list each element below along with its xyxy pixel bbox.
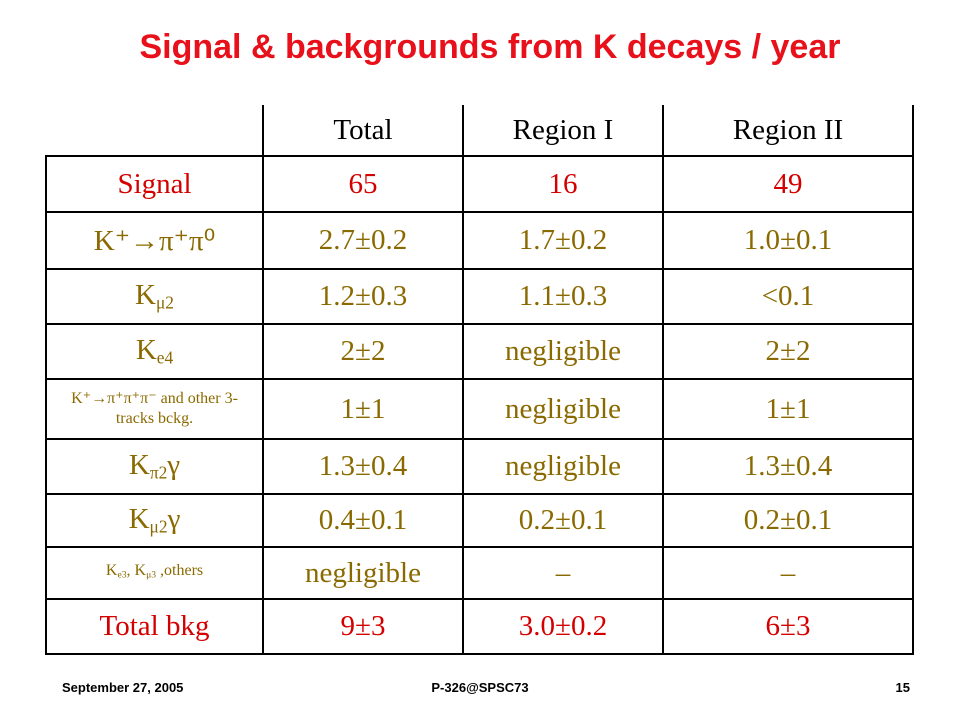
table-row: Ke3, Kμ3 ,others negligible – – [45, 546, 914, 600]
table-cell: 16 [462, 155, 664, 213]
slide-title: Signal & backgrounds from K decays / yea… [139, 28, 841, 66]
table-cell: – [662, 546, 914, 600]
table-row: K⁺→π⁺π⁺π⁻ and other 3-tracks bckg. 1±1 neg… [45, 378, 914, 440]
label-text: Signal [117, 167, 192, 200]
label-text: K⁺→π⁺π⁺π⁻ and other 3-tracks bckg. [71, 390, 238, 427]
data-table: Total Region I Region II Signal 65 16 49 K⁺→π⁺… [45, 105, 914, 655]
label-subscript: π2 [149, 462, 168, 483]
table-cell: 3.0±0.2 [462, 598, 664, 655]
footer-date: September 27, 2005 [62, 680, 184, 695]
table-cell: negligible [462, 323, 664, 380]
table-cell: 0.2±0.1 [462, 493, 664, 548]
table-row: Kπ2γ 1.3±0.4 negligible 1.3±0.4 [45, 438, 914, 495]
label-text: K [135, 279, 156, 312]
label-text: K⁺→π⁺π⁰ [93, 225, 216, 257]
table-row: K⁺→π⁺π⁰ 2.7±0.2 1.7±0.2 1.0±0.1 [45, 211, 914, 270]
blank-cell [46, 105, 264, 157]
table-row: Ke4 2±2 negligible 2±2 [45, 323, 914, 380]
table-cell: negligible [462, 378, 664, 440]
table-row: Kμ2γ 0.4±0.1 0.2±0.1 0.2±0.1 [45, 493, 914, 548]
table-cell: 2±2 [662, 323, 914, 380]
table-cell: negligible [262, 546, 464, 600]
row-label: Ke3, Kμ3 ,others [45, 546, 264, 600]
table-row: Signal 65 16 49 [45, 155, 914, 213]
row-label: K⁺→π⁺π⁺π⁻ and other 3-tracks bckg. [45, 378, 264, 440]
label-text: Total bkg [99, 610, 210, 642]
label-subscript: μ3 [146, 569, 157, 581]
table-cell: negligible [462, 438, 664, 495]
table-cell: 1.0±0.1 [662, 211, 914, 270]
table-cell: 1.7±0.2 [462, 211, 664, 270]
row-label: Signal [45, 155, 264, 213]
column-header: Region II [662, 105, 914, 157]
table-cell: 49 [662, 155, 914, 213]
table-row: Total bkg 9±3 3.0±0.2 6±3 [45, 598, 914, 655]
page-number: 15 [895, 680, 910, 695]
table-cell: 6±3 [662, 598, 914, 655]
table-row: Kμ2 1.2±0.3 1.1±0.3 <0.1 [45, 268, 914, 325]
row-label: Kπ2γ [45, 438, 264, 495]
table-cell: <0.1 [662, 268, 914, 325]
label-subscript: e3 [117, 569, 127, 581]
row-label: Ke4 [45, 323, 264, 380]
table-cell: 1.3±0.4 [662, 438, 914, 495]
table-cell: 9±3 [262, 598, 464, 655]
label-text: γ [167, 503, 181, 536]
table-cell: – [462, 546, 664, 600]
table-cell: 65 [262, 155, 464, 213]
label-subscript: μ2 [149, 516, 168, 537]
label-text: K [128, 503, 150, 536]
table-cell: 0.2±0.1 [662, 493, 914, 548]
row-label: Total bkg [45, 598, 264, 655]
label-subscript: μ2 [155, 292, 174, 313]
label-text: K [105, 561, 118, 579]
table-cell: 2.7±0.2 [262, 211, 464, 270]
table-cell: 1±1 [262, 378, 464, 440]
label-text: γ [167, 449, 181, 482]
row-label: Kμ2γ [45, 493, 264, 548]
header-row: Total Region I Region II [46, 105, 914, 157]
label-subscript: e4 [156, 347, 174, 368]
table-cell: 2±2 [262, 323, 464, 380]
table-cell: 1.3±0.4 [262, 438, 464, 495]
label-text: K [128, 449, 150, 482]
table-cell: 1.2±0.3 [262, 268, 464, 325]
table-cell: 0.4±0.1 [262, 493, 464, 548]
label-text: , K [126, 561, 147, 579]
label-text: K [135, 334, 157, 367]
column-header: Total [262, 105, 464, 157]
row-label: K⁺→π⁺π⁰ [45, 211, 264, 270]
row-label: Kμ2 [45, 268, 264, 325]
footer-event: P-326@SPSC73 [431, 680, 529, 695]
table-cell: 1.1±0.3 [462, 268, 664, 325]
table-cell: 1±1 [662, 378, 914, 440]
label-text: ,others [156, 561, 204, 579]
column-header: Region I [462, 105, 664, 157]
